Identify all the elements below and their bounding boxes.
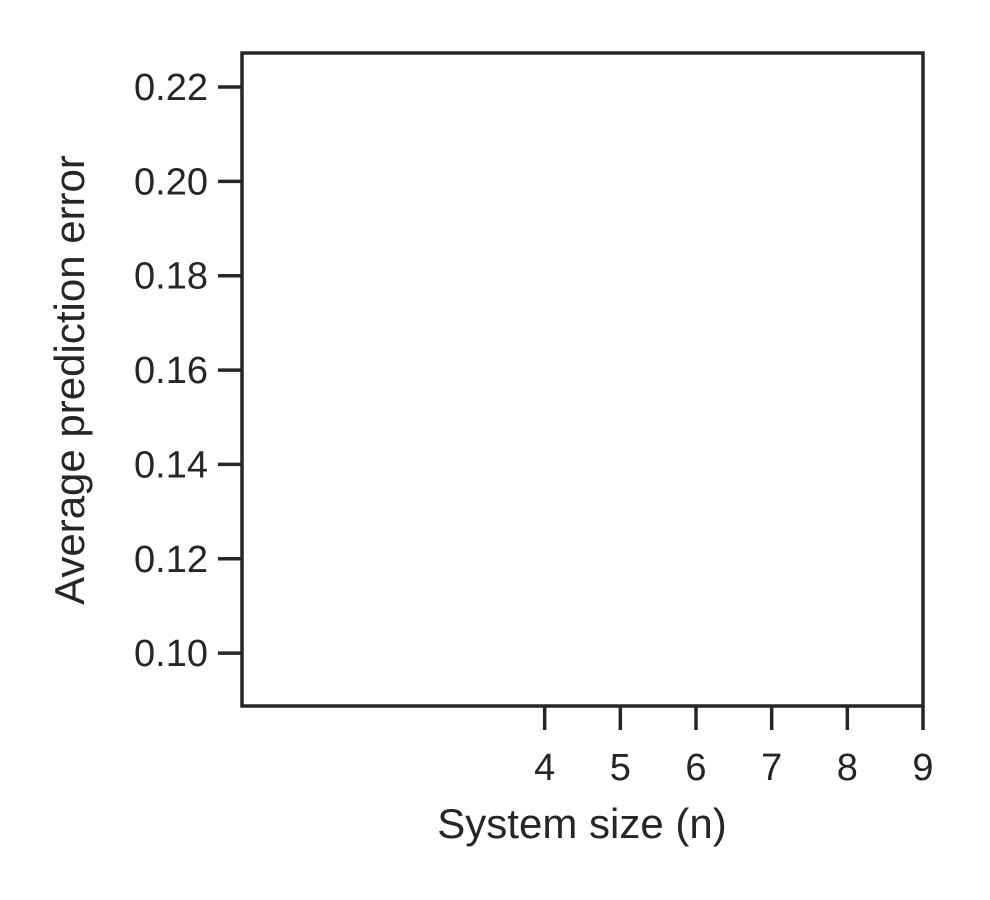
x-tick-label: 6 (685, 747, 706, 789)
y-tick-label: 0.18 (134, 256, 208, 298)
y-tick-label: 0.14 (134, 444, 208, 486)
x-tick-label: 4 (534, 747, 555, 789)
y-axis-label: Average prediction error (46, 155, 93, 605)
y-tick-label: 0.16 (134, 350, 208, 392)
x-tick-label: 9 (912, 747, 933, 789)
plot-frame (240, 51, 925, 708)
x-axis-ticks: 4 5 6 7 8 9 (534, 706, 934, 789)
y-tick-label: 0.20 (134, 161, 208, 203)
x-axis-label: System size (n) (437, 800, 726, 847)
y-axis-ticks: 0.10 0.12 0.14 0.16 0.18 0.20 0.22 (134, 67, 242, 675)
y-tick-label: 0.22 (134, 67, 208, 109)
x-tick-label: 8 (837, 747, 858, 789)
y-tick-label: 0.10 (134, 633, 208, 675)
y-tick-label: 0.12 (134, 539, 208, 581)
plot-background (242, 53, 923, 706)
x-tick-label: 7 (761, 747, 782, 789)
x-tick-label: 5 (610, 747, 631, 789)
